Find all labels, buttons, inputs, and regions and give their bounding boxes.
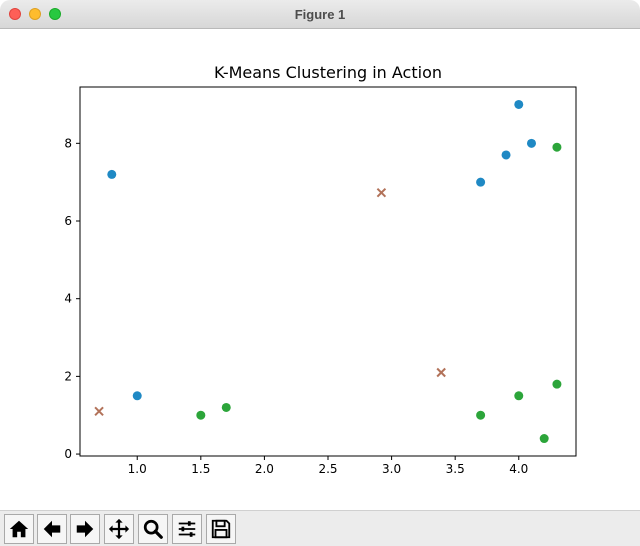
centroid-marker xyxy=(376,187,387,198)
cluster-2-point xyxy=(196,410,206,420)
figure-canvas[interactable]: K-Means Clustering in Action 1.0 1.5 2.0 2.… xyxy=(0,29,640,510)
cluster-1-point xyxy=(107,169,117,179)
window-title: Figure 1 xyxy=(294,7,346,22)
x-axis: 1.0 1.5 2.0 2.5 3.0 3.5 4.0 xyxy=(128,456,528,476)
home-button[interactable] xyxy=(4,514,34,544)
cluster-1-point xyxy=(132,391,142,401)
move-icon xyxy=(108,518,130,540)
cluster-2-point xyxy=(476,410,486,420)
magnifier-icon xyxy=(143,519,163,539)
back-button[interactable] xyxy=(37,514,67,544)
x-tick-label: 1.0 xyxy=(128,462,147,476)
cluster-1-point xyxy=(514,99,524,109)
cluster-2-point xyxy=(552,379,562,389)
pan-button[interactable] xyxy=(104,514,134,544)
chart-title: K-Means Clustering in Action xyxy=(214,63,442,82)
navigation-toolbar xyxy=(0,510,640,546)
floppy-disk-icon xyxy=(211,519,231,539)
minimize-window-button[interactable] xyxy=(29,8,41,20)
forward-button[interactable] xyxy=(70,514,100,544)
scatter-chart: K-Means Clustering in Action 1.0 1.5 2.0 2.… xyxy=(64,63,577,476)
x-tick-label: 2.5 xyxy=(318,462,337,476)
maximize-window-button[interactable] xyxy=(49,8,61,20)
zoom-button[interactable] xyxy=(138,514,168,544)
y-tick-label: 4 xyxy=(64,292,72,306)
cluster-2-point xyxy=(221,402,231,412)
arrow-left-icon xyxy=(43,520,61,538)
cluster-2-point xyxy=(514,391,524,401)
configure-subplots-button[interactable] xyxy=(172,514,202,544)
y-axis: 0 2 4 6 8 xyxy=(64,136,80,461)
cluster-1-point xyxy=(476,177,486,187)
x-tick-label: 1.5 xyxy=(191,462,210,476)
plot-frame xyxy=(79,86,577,457)
y-tick-label: 6 xyxy=(64,214,72,228)
x-tick-label: 3.5 xyxy=(446,462,465,476)
sliders-icon xyxy=(178,521,196,537)
x-tick-label: 4.0 xyxy=(509,462,528,476)
title-bar: Figure 1 xyxy=(0,0,640,29)
cluster-2-point xyxy=(539,434,549,444)
x-tick-label: 2.0 xyxy=(255,462,274,476)
save-button[interactable] xyxy=(206,514,236,544)
centroid-marker xyxy=(94,406,104,417)
y-tick-label: 2 xyxy=(64,369,72,383)
y-tick-label: 8 xyxy=(64,136,72,150)
y-tick-label: 0 xyxy=(64,447,72,461)
x-tick-label: 3.0 xyxy=(382,462,401,476)
cluster-1-point xyxy=(526,138,536,148)
centroid-marker xyxy=(436,367,446,378)
points-layer xyxy=(94,99,562,444)
arrow-right-icon xyxy=(76,520,94,538)
cluster-2-point xyxy=(552,142,562,152)
cluster-1-point xyxy=(501,150,511,160)
close-window-button[interactable] xyxy=(9,8,21,20)
home-icon xyxy=(9,520,29,538)
